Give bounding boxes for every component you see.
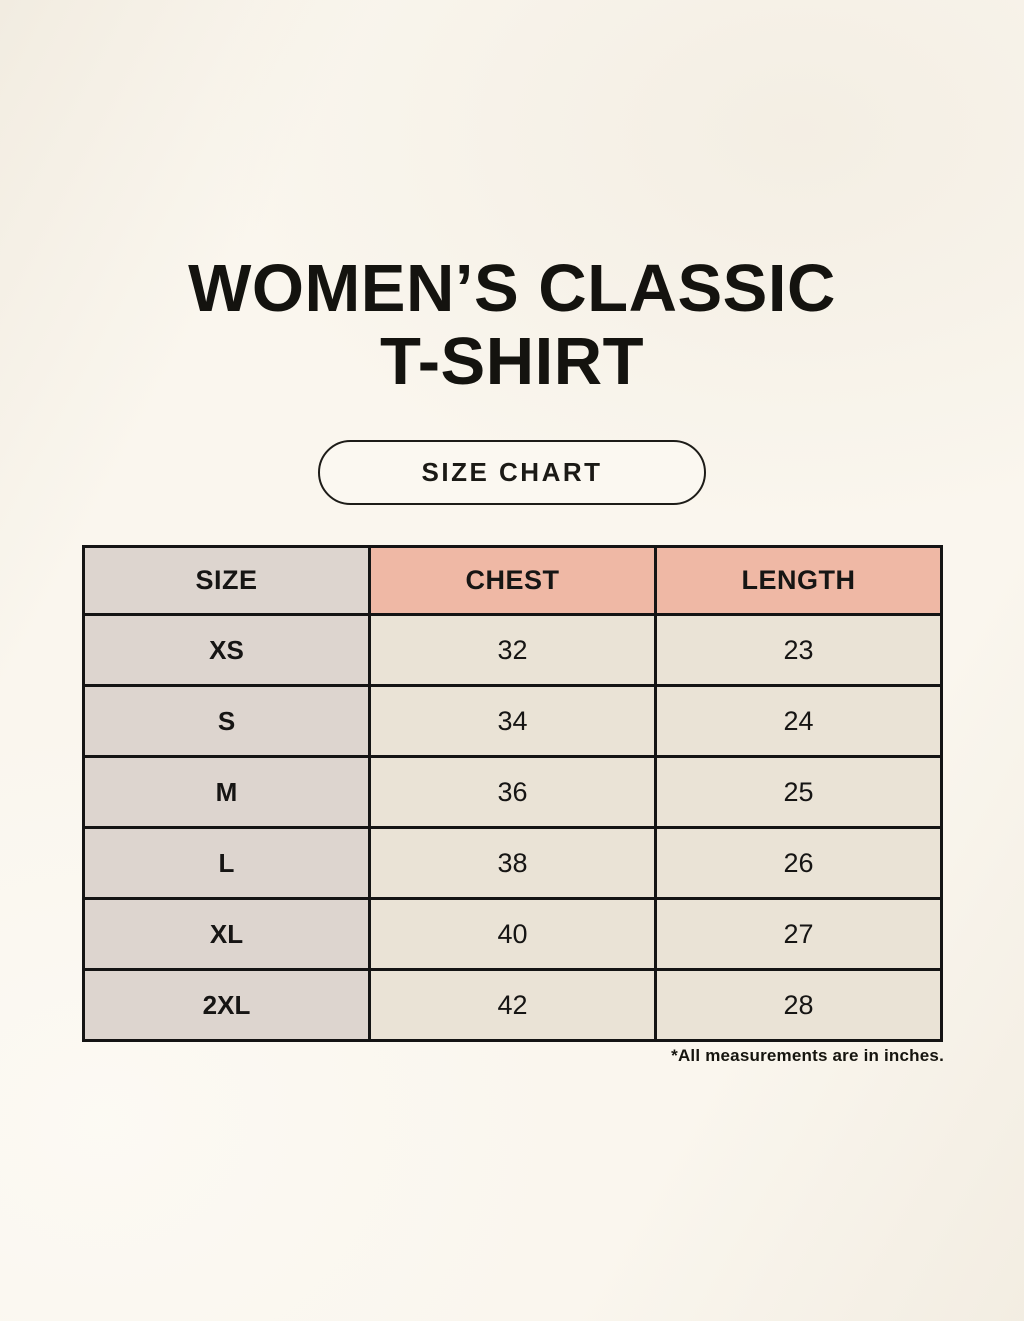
table-row-s: S 34 24	[82, 684, 943, 758]
header-cell-length: LENGTH	[654, 545, 943, 616]
chest-value-cell: 34	[368, 684, 657, 758]
page-title-line2: T-SHIRT	[379, 324, 645, 399]
table-header-row: SIZE CHEST LENGTH	[82, 545, 943, 616]
header-cell-chest: CHEST	[368, 545, 657, 616]
length-value-cell: 24	[654, 684, 943, 758]
chest-value-cell: 36	[368, 755, 657, 829]
chest-value-cell: 40	[368, 897, 657, 971]
header-cell-size: SIZE	[82, 545, 371, 616]
chest-value-cell: 32	[368, 613, 657, 687]
table-header: SIZE CHEST LENGTH	[82, 545, 943, 616]
size-chart-button-label: SIZE CHART	[421, 457, 603, 487]
size-label-cell: L	[82, 826, 371, 900]
size-chart-button[interactable]: SIZE CHART	[318, 440, 706, 505]
size-label-cell: M	[82, 755, 371, 829]
page-title: WOMEN’S CLASSIC T-SHIRT	[0, 252, 1024, 398]
table-row-l: L 38 26	[82, 826, 943, 900]
table-row-m: M 36 25	[82, 755, 943, 829]
size-label-cell: XL	[82, 897, 371, 971]
chest-value-cell: 42	[368, 968, 657, 1042]
size-label-cell: S	[82, 684, 371, 758]
size-chart-table: SIZE CHEST LENGTH XS 32 23 S 34 24 M 36 …	[82, 545, 943, 1042]
page-title-line1: WOMEN’S CLASSIC	[188, 251, 836, 326]
length-value-cell: 26	[654, 826, 943, 900]
length-value-cell: 23	[654, 613, 943, 687]
length-value-cell: 27	[654, 897, 943, 971]
table-row-xl: XL 40 27	[82, 897, 943, 971]
table-body: XS 32 23 S 34 24 M 36 25 L 38 26 XL 40	[82, 613, 943, 1042]
table-row-xs: XS 32 23	[82, 613, 943, 687]
size-label-cell: 2XL	[82, 968, 371, 1042]
measurements-footnote: *All measurements are in inches.	[671, 1046, 944, 1065]
length-value-cell: 25	[654, 755, 943, 829]
table-row-2xl: 2XL 42 28	[82, 968, 943, 1042]
size-label-cell: XS	[82, 613, 371, 687]
length-value-cell: 28	[654, 968, 943, 1042]
chest-value-cell: 38	[368, 826, 657, 900]
